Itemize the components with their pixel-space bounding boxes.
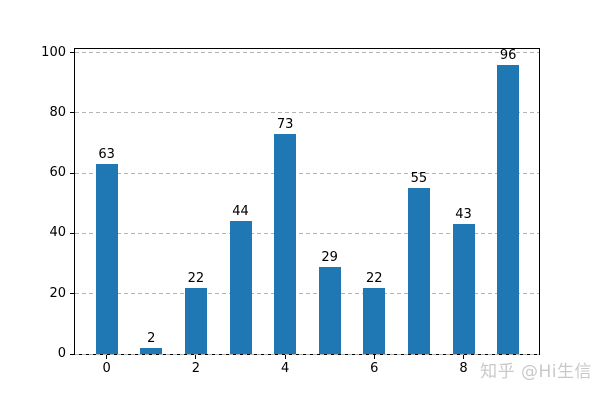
bar-value-label: 73 <box>276 116 294 132</box>
bar <box>407 188 430 354</box>
bar-value-label: 63 <box>98 147 115 163</box>
y-tick-label: 40 <box>49 225 66 241</box>
x-tick-label: 6 <box>370 361 379 376</box>
bar-value-label: 43 <box>455 207 472 223</box>
watermark-text: 知乎 @Hi生信 <box>480 362 592 382</box>
bar-value-label: 22 <box>187 270 205 286</box>
bar-value-label: 29 <box>321 249 338 265</box>
bars-layer <box>75 49 539 354</box>
y-tick-label: 80 <box>49 104 66 120</box>
bar-value-label: 55 <box>410 171 428 187</box>
bar <box>229 221 252 354</box>
x-tick-mark <box>463 355 464 359</box>
grid-layer <box>75 49 539 355</box>
x-tick-mark <box>373 355 375 359</box>
x-tick-mark <box>284 355 286 359</box>
gridline-y-20 <box>75 293 539 295</box>
gridline-y-100 <box>75 52 539 54</box>
bar-value-label: 22 <box>366 270 383 286</box>
bar-value-label: 2 <box>147 330 156 346</box>
x-tick-label: 8 <box>459 361 468 376</box>
y-tick-mark <box>70 232 74 234</box>
bar <box>497 64 520 354</box>
bar <box>140 347 163 354</box>
bar <box>95 164 118 354</box>
y-tick-label: 0 <box>57 346 66 361</box>
bar <box>184 287 207 354</box>
y-tick-label: 100 <box>41 44 66 60</box>
bar-value-label: 44 <box>232 204 249 220</box>
bar-value-label: 96 <box>499 47 517 63</box>
y-tick-mark <box>70 353 74 355</box>
y-tick-label: 60 <box>49 165 66 181</box>
gridline-y-40 <box>75 232 539 234</box>
gridline-y-80 <box>75 112 539 114</box>
y-tick-mark <box>70 52 74 54</box>
bar <box>274 134 297 354</box>
bar <box>363 287 386 354</box>
y-tick-mark <box>70 112 74 114</box>
y-tick-mark <box>70 172 74 174</box>
gridline-y-60 <box>75 172 539 174</box>
x-tick-mark <box>195 355 197 359</box>
bar <box>318 266 341 354</box>
y-tick-label: 20 <box>49 285 66 301</box>
x-tick-label: 2 <box>191 361 201 376</box>
plot-area: 63 2 22 44 73 29 22 55 43 96 <box>74 48 540 355</box>
bar-value-labels-layer: 63 2 22 44 73 29 22 55 43 96 <box>75 47 539 354</box>
x-tick-label: 0 <box>102 361 111 376</box>
x-tick-label: 4 <box>280 361 290 376</box>
bar <box>452 224 475 354</box>
gridline-y-0 <box>75 353 539 355</box>
y-tick-mark <box>70 293 74 295</box>
x-tick-mark <box>106 355 108 359</box>
